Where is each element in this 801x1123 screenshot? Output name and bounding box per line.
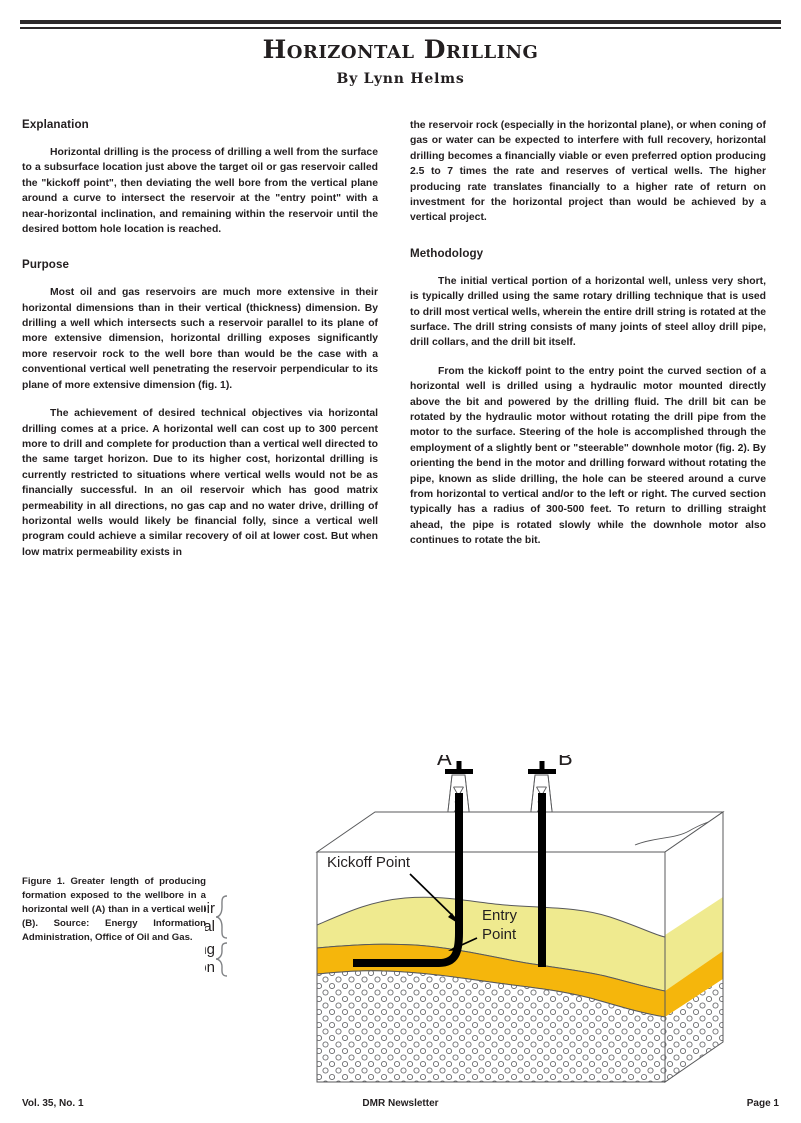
paragraph-methodology-1: The initial vertical portion of a horizo…	[410, 275, 766, 349]
footer-volume: Vol. 35, No. 1	[22, 1098, 84, 1109]
figure-caption: Figure 1. Greater length of producing fo…	[22, 876, 206, 943]
label-producing-formation-line1: Producing	[205, 941, 215, 958]
footer-page-number: Page 1	[746, 1098, 779, 1109]
paragraph-continued: the reservoir rock (especially in the ho…	[410, 120, 766, 224]
layer-basement	[317, 970, 665, 1082]
paragraph-purpose-2: The achievement of desired technical obj…	[22, 408, 378, 558]
page-title: Horizontal Drilling	[262, 35, 539, 64]
block-front-face	[316, 851, 666, 1083]
masthead: Horizontal Drilling By Lynn Helms	[0, 35, 801, 87]
heading-methodology: Methodology	[410, 246, 484, 260]
brace-producing-formation	[215, 942, 228, 977]
heading-purpose: Purpose	[22, 258, 70, 272]
footer-publication: DMR Newsletter	[362, 1098, 439, 1109]
page-footer: Vol. 35, No. 1 DMR Newsletter Page 1	[22, 1098, 779, 1109]
entry-arrowhead	[448, 944, 461, 951]
byline: By Lynn Helms	[336, 70, 465, 87]
paragraph-explanation: Horizontal drilling is the process of dr…	[22, 146, 378, 235]
figure-1-diagram: A B Kickoff Point Entry Point Reservoir …	[205, 755, 785, 1100]
header-rules	[20, 20, 781, 29]
label-reservoir-seal-line2: Seal	[205, 918, 215, 935]
header-rule-thick	[20, 20, 781, 24]
block-top-face	[315, 811, 725, 853]
annotation-entry-point-line2: Point	[482, 926, 517, 943]
brace-reservoir-seal	[215, 895, 228, 939]
annotation-entry-point-line1: Entry	[482, 907, 518, 924]
figure-label-b: B	[558, 755, 573, 770]
annotation-kickoff-point: Kickoff Point	[327, 854, 411, 871]
right-column: the reservoir rock (especially in the ho…	[410, 118, 766, 549]
heading-explanation: Explanation	[22, 118, 89, 131]
header-rule-thin	[20, 27, 781, 29]
label-reservoir-seal-line1: Reservoir	[205, 900, 215, 917]
figure-label-a: A	[437, 755, 452, 770]
paragraph-methodology-2: From the kickoff point to the entry poin…	[410, 365, 766, 547]
paragraph-purpose-1: Most oil and gas reservoirs are much mor…	[22, 287, 378, 391]
kickoff-arrowhead	[448, 913, 459, 924]
label-producing-formation-line2: Formation	[205, 959, 215, 976]
wellbore-horizontal-a	[353, 793, 463, 967]
left-column: Explanation Horizontal drilling is the p…	[22, 118, 378, 560]
